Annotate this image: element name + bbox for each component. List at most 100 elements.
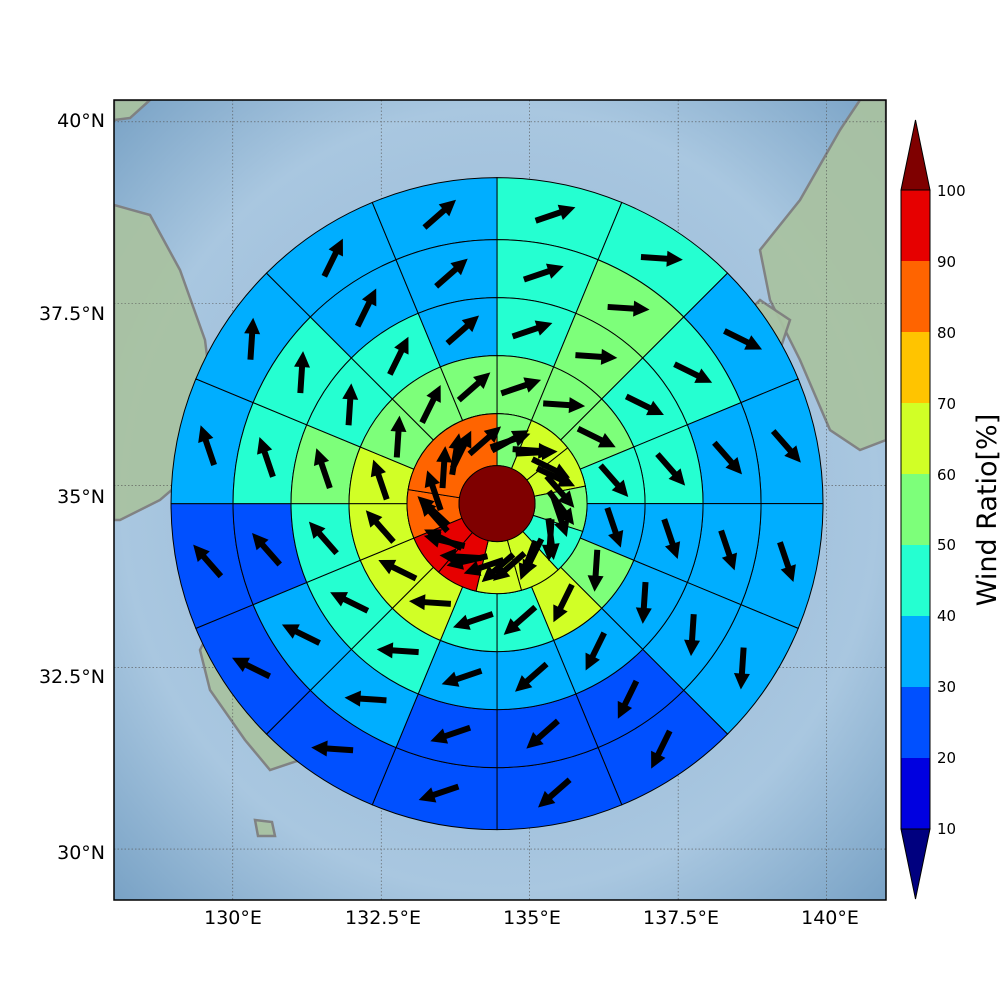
colorbar: 10 20 30 40 50 60 70 80 90 100 Wind Rati… xyxy=(900,119,1000,900)
longitude-labels: 130°E 132.5°E 135°E 137.5°E 140°E xyxy=(204,907,859,929)
wind-arrow-ring2-s11 xyxy=(308,521,339,556)
wind-arrow-ring2-s5 xyxy=(635,581,652,624)
wind-arrow-ring0-s6 xyxy=(651,729,673,769)
wind-arrow-ring3-s4 xyxy=(604,506,624,548)
wind-arrow-inner-s10 xyxy=(448,433,465,476)
wind-arrow-inner-s0 xyxy=(490,430,529,454)
wind-arrow-ring2-s13 xyxy=(342,383,359,426)
wind-arrow-ring3-s12 xyxy=(370,459,390,501)
wind-arrow-ring0-s4 xyxy=(777,541,796,583)
wind-arrow-ring4-s15 xyxy=(467,426,502,457)
wind-arrow-ring1-s13 xyxy=(294,351,311,394)
colorbar-band-4 xyxy=(901,545,930,616)
colorbar-tick-50: 50 xyxy=(937,536,956,554)
lon-label-130: 130°E xyxy=(204,907,262,929)
land-mass-5 xyxy=(253,818,277,838)
land-mass-2 xyxy=(114,100,152,122)
wind-arrow-ring3-s0 xyxy=(500,377,542,397)
wind-arrow-inner-s6 xyxy=(481,552,516,583)
wind-arrow-ring1-s11 xyxy=(252,532,282,567)
wind-arrow-ring4-s8 xyxy=(463,557,505,576)
wind-arrow-ring3-s14 xyxy=(419,384,441,424)
wind-arrow-ring3-s6 xyxy=(553,583,575,623)
wind-arrow-ring0-s13 xyxy=(244,317,261,360)
colorbar-bands xyxy=(900,119,931,900)
wind-arrow-ring4-s12 xyxy=(424,470,444,512)
wind-arrow-ring2-s7 xyxy=(515,661,549,692)
wind-arrow-inner-s2 xyxy=(535,465,576,487)
wind-arrow-ring4-s13 xyxy=(436,446,453,489)
wind-arrow-inner-s8 xyxy=(423,532,466,550)
wind-arrow-ring1-s7 xyxy=(526,718,560,749)
wind-arrow-ring0-s3 xyxy=(770,429,801,463)
lat-label-37-5: 37.5°N xyxy=(39,303,105,325)
wind-arrow-ring2-s6 xyxy=(585,631,607,671)
wind-arrow-ring0-s11 xyxy=(193,544,224,579)
colorbar-band-1 xyxy=(901,758,930,829)
wind-arrow-ring2-s4 xyxy=(661,518,681,559)
lon-label-137-5: 137.5°E xyxy=(643,907,719,929)
wind-arrow-ring1-s12 xyxy=(257,436,276,478)
lon-label-135: 135°E xyxy=(503,907,561,929)
colorbar-band-8 xyxy=(901,261,930,332)
wind-arrow-ring3-s13 xyxy=(390,415,407,458)
colorbar-tick-90: 90 xyxy=(937,253,956,271)
colorbar-title: Wind Ratio[%] xyxy=(972,414,1000,606)
wind-arrow-inner-s9 xyxy=(417,496,451,528)
colorbar-band-3 xyxy=(901,616,930,687)
colorbar-tick-20: 20 xyxy=(937,749,956,767)
wind-arrow-inner-s4 xyxy=(543,517,560,560)
colorbar-band-7 xyxy=(901,332,930,403)
wind-arrow-ring3-s2 xyxy=(576,425,616,448)
wind-arrow-ring1-s10 xyxy=(281,624,321,646)
wind-arrow-ring1-s4 xyxy=(718,529,738,571)
wind-arrow-ring1-s2 xyxy=(673,361,713,383)
wind-arrow-ring3-s15 xyxy=(456,372,491,403)
lon-label-132-5: 132.5°E xyxy=(345,907,421,929)
wind-arrow-ring2-s9 xyxy=(376,642,419,659)
wind-arrow-ring0-s0 xyxy=(534,204,576,224)
wind-arrow-ring4-s2 xyxy=(530,456,570,478)
wind-arrow-ring1-s6 xyxy=(617,679,640,719)
wind-arrow-ring3-s7 xyxy=(503,604,538,635)
wind-arrow-inner-s7 xyxy=(446,553,489,570)
wind-arrow-ring3-s11 xyxy=(365,510,396,544)
wind-arrow-ring2-s0 xyxy=(511,320,553,340)
wind-arrow-ring2-s12 xyxy=(313,448,333,490)
wind-arrow-ring2-s1 xyxy=(575,348,618,365)
center-disc xyxy=(458,465,536,543)
colorbar-extend-min xyxy=(900,828,931,900)
wind-arrow-ring3-s5 xyxy=(587,549,604,592)
wind-arrow-ring0-s12 xyxy=(198,425,217,466)
wind-arrow-ring0-s10 xyxy=(232,657,272,680)
colorbar-tick-60: 60 xyxy=(937,466,956,484)
wind-arrow-ring0-s1 xyxy=(640,250,683,267)
wind-direction-arrows xyxy=(193,199,801,808)
colorbar-band-2 xyxy=(901,687,930,758)
wind-arrow-ring0-s14 xyxy=(321,238,343,278)
colorbar-tick-70: 70 xyxy=(937,395,956,413)
wind-ratio-sectors xyxy=(170,177,824,831)
lat-label-32-5: 32.5°N xyxy=(39,666,105,688)
wind-arrow-ring1-s5 xyxy=(684,614,701,657)
wind-arrow-ring1-s14 xyxy=(354,288,377,328)
colorbar-outline xyxy=(900,189,931,830)
wind-arrow-ring1-s0 xyxy=(522,263,564,283)
colorbar-band-5 xyxy=(901,474,930,545)
colorbar-tick-80: 80 xyxy=(937,324,956,342)
colorbar-tick-100: 100 xyxy=(937,182,966,200)
wind-arrow-ring2-s10 xyxy=(330,592,370,614)
lat-label-40: 40°N xyxy=(57,110,105,132)
wind-arrow-ring2-s15 xyxy=(445,315,480,346)
map-frame xyxy=(113,99,887,901)
wind-arrow-ring1-s8 xyxy=(430,724,472,744)
lat-label-35: 35°N xyxy=(57,486,105,508)
wind-arrow-ring3-s3 xyxy=(598,463,629,497)
wind-arrow-ring1-s9 xyxy=(344,690,387,707)
colorbar-extend-max xyxy=(900,119,931,191)
wind-arrow-ring3-s10 xyxy=(378,559,418,582)
colorbar-band-6 xyxy=(901,403,930,474)
wind-arrow-ring2-s14 xyxy=(387,336,409,376)
wind-arrow-ring2-s8 xyxy=(441,667,483,687)
